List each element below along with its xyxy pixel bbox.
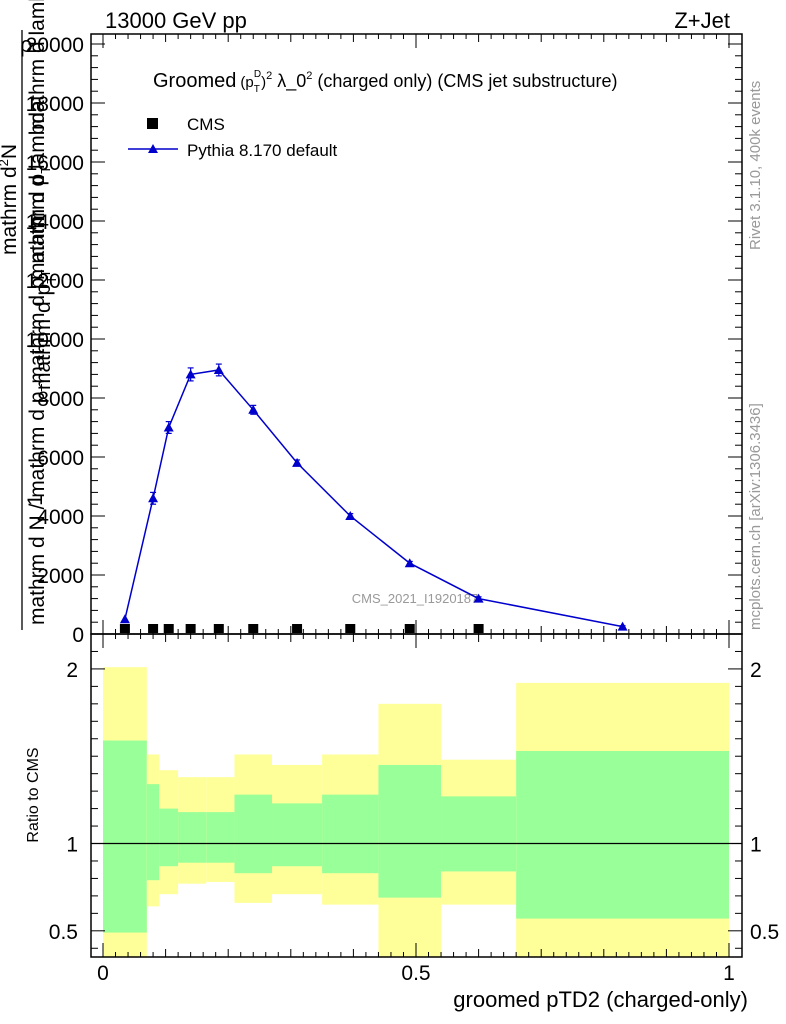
pythia-point [213, 364, 224, 374]
main-y-tick-label: 0 [72, 624, 84, 647]
main-y-tick-label: 6000 [37, 447, 84, 470]
plot-title: Groomed (pTD)2 λ_02 (charged only) (CMS j… [153, 69, 617, 95]
ratio-panel-y-ticks: 0.5 0.5 1 1 2 2 [49, 633, 779, 949]
ylabel-numerator-2: mathrm d2N [0, 144, 21, 255]
ylabel-mid-1: mathrm d pT [32, 276, 59, 390]
ratio-y-tick-label: 2 [66, 659, 78, 682]
ratio-inner-band-6 [272, 803, 323, 867]
cms-data-point [119, 624, 130, 633]
pythia-point [473, 593, 484, 603]
main-y-tick-label: 14000 [26, 211, 84, 234]
pythia-point [248, 404, 259, 414]
pythia-point [119, 614, 130, 624]
header-energy-label: 13000 GeV pp [105, 8, 247, 33]
main-y-tick-label: 4000 [37, 506, 84, 529]
ratio-inner-band-5 [234, 794, 273, 874]
cms-data-point [185, 624, 196, 633]
legend-pythia-label: Pythia 8.170 default [187, 141, 338, 160]
cms-data-point [248, 624, 259, 633]
ylabel-mid-2: mathrm d pT [26, 166, 53, 280]
cms-data-point [163, 624, 174, 633]
pythia-point [185, 369, 196, 379]
rivet-version-label: Rivet 3.1.10, 400k events [747, 81, 764, 250]
cms-data-point [404, 624, 415, 633]
main-y-tick-label: 16000 [26, 152, 84, 175]
ratio-y-tick-label-right: 1 [750, 834, 762, 857]
ratio-y-tick-label: 0.5 [49, 921, 78, 944]
legend: CMS Pythia 8.170 default [128, 115, 338, 160]
pythia-point [617, 621, 628, 631]
main-y-tick-label: 2000 [37, 565, 84, 588]
x-tick-label: 0.5 [401, 962, 430, 985]
main-y-tick-label: 18000 [26, 93, 84, 116]
main-panel-series [119, 363, 628, 633]
cms-data-point [345, 624, 356, 633]
ratio-inner-band-10 [516, 750, 729, 919]
header-process-label: Z+Jet [674, 8, 730, 33]
pythia-point [163, 422, 174, 432]
ylabel-denominator: mathrm d N / mathrm d pTmathrm d pT math… [26, 100, 53, 625]
ratio-y-axis-label: Ratio to CMS [25, 747, 42, 842]
ratio-inner-band-7 [322, 794, 379, 874]
main-panel-y-ticks: 0 2000 4000 6000 8000 10000 12000 14000 16000 180… [26, 34, 742, 647]
ratio-inner-band-4 [206, 812, 235, 863]
main-y-axis-label: 1 mathrm d N / mathrm d pTmathrm d pT ma… [0, 0, 59, 630]
ylabel-mid-3: mathrm d lambda [26, 0, 49, 130]
pythia-point [345, 511, 356, 520]
main-y-tick-label: 12000 [26, 270, 84, 293]
ratio-inner-band-2 [159, 808, 179, 867]
ratio-y-tick-label-right: 0.5 [750, 921, 779, 944]
ratio-inner-band-9 [441, 796, 517, 872]
mcplots-label: mcplots.cern.ch [arXiv:1306.3436] [747, 403, 764, 630]
cms-data-point [148, 624, 159, 633]
ylabel-numerator: 1 [24, 494, 47, 506]
main-y-tick-label: 10000 [26, 329, 84, 352]
ratio-inner-band-3 [178, 812, 207, 863]
ratio-inner-band-8 [378, 764, 442, 898]
legend-cms-marker [147, 118, 158, 129]
ylabel-prefix: ρ [20, 32, 33, 57]
ratio-y-tick-label: 1 [66, 834, 78, 857]
x-tick-label: 0 [97, 962, 109, 985]
ratio-y-tick-label-right: 2 [750, 659, 762, 682]
pythia-point [292, 457, 303, 467]
ratio-inner-band-1 [146, 784, 160, 881]
main-y-tick-label: 8000 [37, 388, 84, 411]
x-tick-label: 1 [723, 962, 735, 985]
ratio-uncertainty-bands [91, 667, 742, 957]
pythia-point [148, 493, 159, 503]
ratio-panel-x-ticks: 0 0.5 1 [97, 34, 735, 985]
cms-data-point [213, 624, 224, 633]
ratio-inner-band-0 [103, 740, 147, 933]
legend-pythia-marker [148, 144, 158, 153]
legend-cms-label: CMS [187, 115, 225, 134]
cms-data-point [292, 624, 303, 633]
pythia-point [404, 558, 415, 568]
main-y-tick-label: 20000 [26, 34, 84, 57]
pythia-line [124, 369, 623, 628]
x-axis-label: groomed pTD2 (charged-only) [453, 987, 748, 1012]
analysis-watermark: CMS_2021_I1920187 [352, 591, 479, 606]
